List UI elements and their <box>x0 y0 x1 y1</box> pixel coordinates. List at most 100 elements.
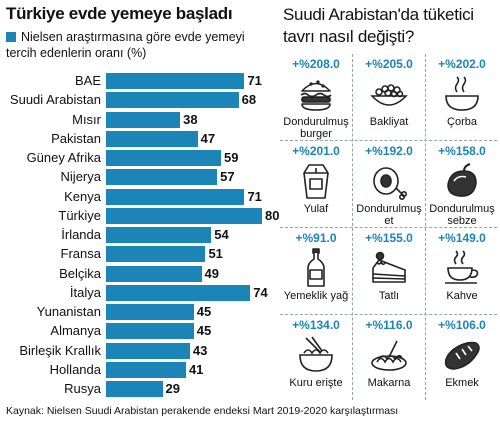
category-label: Mısır <box>72 111 101 127</box>
item-percent: +%106.0 <box>438 318 486 332</box>
item-cell: +%208.0 Dondurulmuş burger <box>280 54 352 140</box>
item-cell: +%91.0 Yemeklik yağ <box>280 228 352 314</box>
bar <box>106 381 163 397</box>
item-cell: +%192.0 Dondurulmuş et <box>353 141 425 227</box>
item-cell: +%149.0 Kahve <box>426 228 498 314</box>
value-label: 49 <box>204 265 220 281</box>
item-cell: +%134.0 Kuru erişte <box>280 315 352 401</box>
bar <box>106 265 202 282</box>
value-label: 43 <box>192 342 208 358</box>
item-percent: +%208.0 <box>292 57 340 71</box>
item-cell: +%155.0 Tatlı <box>353 228 425 314</box>
bar <box>106 169 218 186</box>
category-label: Rusya <box>64 381 101 396</box>
soup-icon <box>445 76 479 111</box>
item-label: Yulaf <box>303 203 329 215</box>
category-label: Fransa <box>60 246 101 262</box>
legumes-icon <box>370 84 408 106</box>
value-label: 45 <box>196 304 212 319</box>
value-label: 80 <box>265 207 280 223</box>
category-label: İtalya <box>69 284 101 300</box>
category-label: Nijerya <box>60 169 101 185</box>
item-percent: +%134.0 <box>292 318 340 332</box>
item-cell: +%106.0 Ekmek <box>426 315 498 401</box>
bar <box>106 342 190 359</box>
category-label: Suudi Arabistan <box>9 92 101 108</box>
item-label: Dondurulmuş et <box>356 203 422 227</box>
category-label: Türkiye <box>58 207 101 223</box>
pasta-icon <box>371 340 407 371</box>
item-label: Kuru erişte <box>289 377 343 389</box>
burger-icon <box>300 80 332 111</box>
change-grid: +%208.0 Dondurulmuş burger +%205.0 Bakli… <box>280 54 497 400</box>
value-label: 54 <box>214 227 229 242</box>
meat-icon <box>373 167 407 200</box>
bar <box>106 73 245 89</box>
category-label: Güney Afrika <box>26 150 101 165</box>
legend-text: Nielsen araştırmasına göre evde yemeyi t… <box>6 30 245 60</box>
value-label: 68 <box>241 92 257 108</box>
item-label: Ekmek <box>445 377 479 389</box>
grid-divider <box>280 140 497 141</box>
value-label: 71 <box>247 188 262 204</box>
bar <box>106 130 198 147</box>
value-label: 29 <box>165 381 181 396</box>
item-percent: +%155.0 <box>365 231 413 245</box>
item-cell: +%158.0 Dondurulmuş sebze <box>426 141 498 227</box>
vegetable-icon <box>447 163 477 197</box>
item-percent: +%149.0 <box>438 231 486 245</box>
bar <box>106 188 245 205</box>
infographic-title: Suudi Arabistan'da tüketici tavrı nasıl … <box>283 5 474 46</box>
item-cell: +%202.0 Çorba <box>426 54 498 140</box>
item-label: Makarna <box>367 377 411 389</box>
source-note: Kaynak: Nielsen Suudi Arabistan perakend… <box>6 405 399 417</box>
oil-bottle-icon <box>307 248 325 287</box>
category-label: Hollanda <box>49 361 101 377</box>
item-label: Dondurulmuş sebze <box>429 203 495 227</box>
item-percent: +%192.0 <box>365 144 413 158</box>
category-label: Kenya <box>64 188 101 204</box>
item-label: Kahve <box>446 290 478 302</box>
item-percent: +%91.0 <box>295 231 337 245</box>
item-label: Çorba <box>447 116 477 128</box>
bar <box>106 246 206 263</box>
bar <box>106 323 194 340</box>
category-label: Almanya <box>50 323 101 339</box>
category-label: Yunanistan <box>36 304 101 319</box>
chart-title: Türkiye evde yemeye başladı <box>6 4 233 23</box>
category-label: BAE <box>74 73 101 88</box>
value-label: 45 <box>196 323 212 339</box>
bar-chart: BAE 71 Suudi Arabistan 68 Mısır 38 Pakistan 47 G… <box>9 73 279 397</box>
item-percent: +%201.0 <box>292 144 340 158</box>
coffee-icon <box>445 250 479 284</box>
legend-swatch <box>6 32 16 42</box>
item-cell: +%116.0 Makarna <box>353 315 425 401</box>
category-label: Birleşik Krallık <box>19 342 101 358</box>
value-label: 74 <box>253 284 268 300</box>
value-label: 59 <box>224 150 239 165</box>
category-label: Pakistan <box>51 130 101 146</box>
bar <box>106 150 222 166</box>
bar <box>106 304 194 320</box>
value-label: 38 <box>183 111 198 127</box>
grid-divider <box>280 314 497 315</box>
item-percent: +%205.0 <box>365 57 413 71</box>
item-percent: +%116.0 <box>365 318 413 332</box>
chart-legend: Nielsen araştırmasına göre evde yemeyi t… <box>6 29 268 61</box>
bar <box>106 284 251 301</box>
bar <box>106 361 186 378</box>
bar <box>106 227 212 243</box>
item-percent: +%158.0 <box>438 144 486 158</box>
value-label: 71 <box>247 73 262 88</box>
item-label: Dondurulmuş burger <box>283 116 349 140</box>
item-label: Tatlı <box>378 290 400 302</box>
value-label: 51 <box>208 246 223 262</box>
noodle-bowl-icon <box>299 336 333 372</box>
item-cell: +%205.0 Bakliyat <box>353 54 425 140</box>
value-label: 57 <box>220 169 235 185</box>
bar <box>106 207 262 224</box>
value-label: 41 <box>188 361 204 377</box>
item-label: Bakliyat <box>369 116 409 128</box>
bar <box>106 111 181 128</box>
value-label: 47 <box>200 130 216 146</box>
